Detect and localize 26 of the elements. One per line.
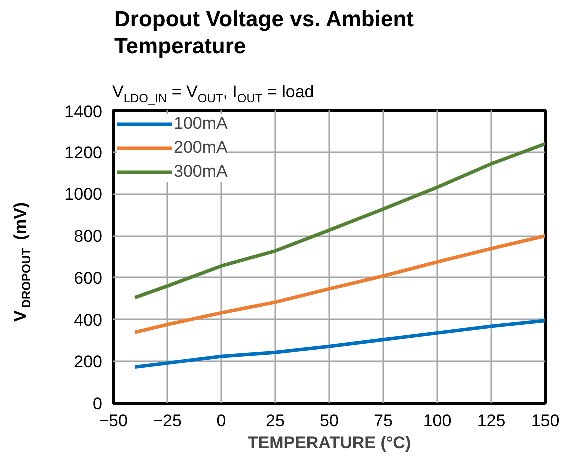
x-tick-label: 25 (266, 412, 285, 430)
y-tick-label: 1200 (64, 143, 103, 162)
line-series (133, 319, 546, 370)
line-series (133, 234, 546, 334)
x-tick-label: 150 (531, 412, 560, 430)
y-tick-label: 1000 (64, 185, 103, 204)
y-tick-label: 0 (93, 394, 103, 414)
x-tick-label: −50 (99, 412, 128, 430)
y-tick-label: 1400 (64, 102, 103, 122)
legend-label: 300mA (174, 162, 228, 182)
x-tick-label: 125 (477, 412, 506, 430)
y-tick-label: 600 (74, 268, 103, 288)
legend-label: 100mA (174, 114, 228, 134)
x-tick-label: 50 (320, 412, 339, 430)
y-tick-label: 200 (74, 352, 103, 372)
y-tick-label: 400 (74, 310, 103, 330)
y-tick-label: 800 (74, 227, 103, 246)
x-tick-label: 75 (374, 412, 393, 430)
y-axis-title: VDROPOUT (mV) (11, 202, 34, 322)
line-series (133, 142, 546, 300)
chart-title: Dropout Voltage vs. Ambient Temperature (114, 6, 415, 58)
x-tick-label: 100 (423, 412, 452, 430)
x-tick-label: 0 (216, 412, 226, 430)
legend-label: 200mA (174, 138, 228, 158)
x-axis-title: TEMPERATURE (°C) (248, 434, 412, 452)
x-tick-label: −25 (153, 412, 182, 430)
